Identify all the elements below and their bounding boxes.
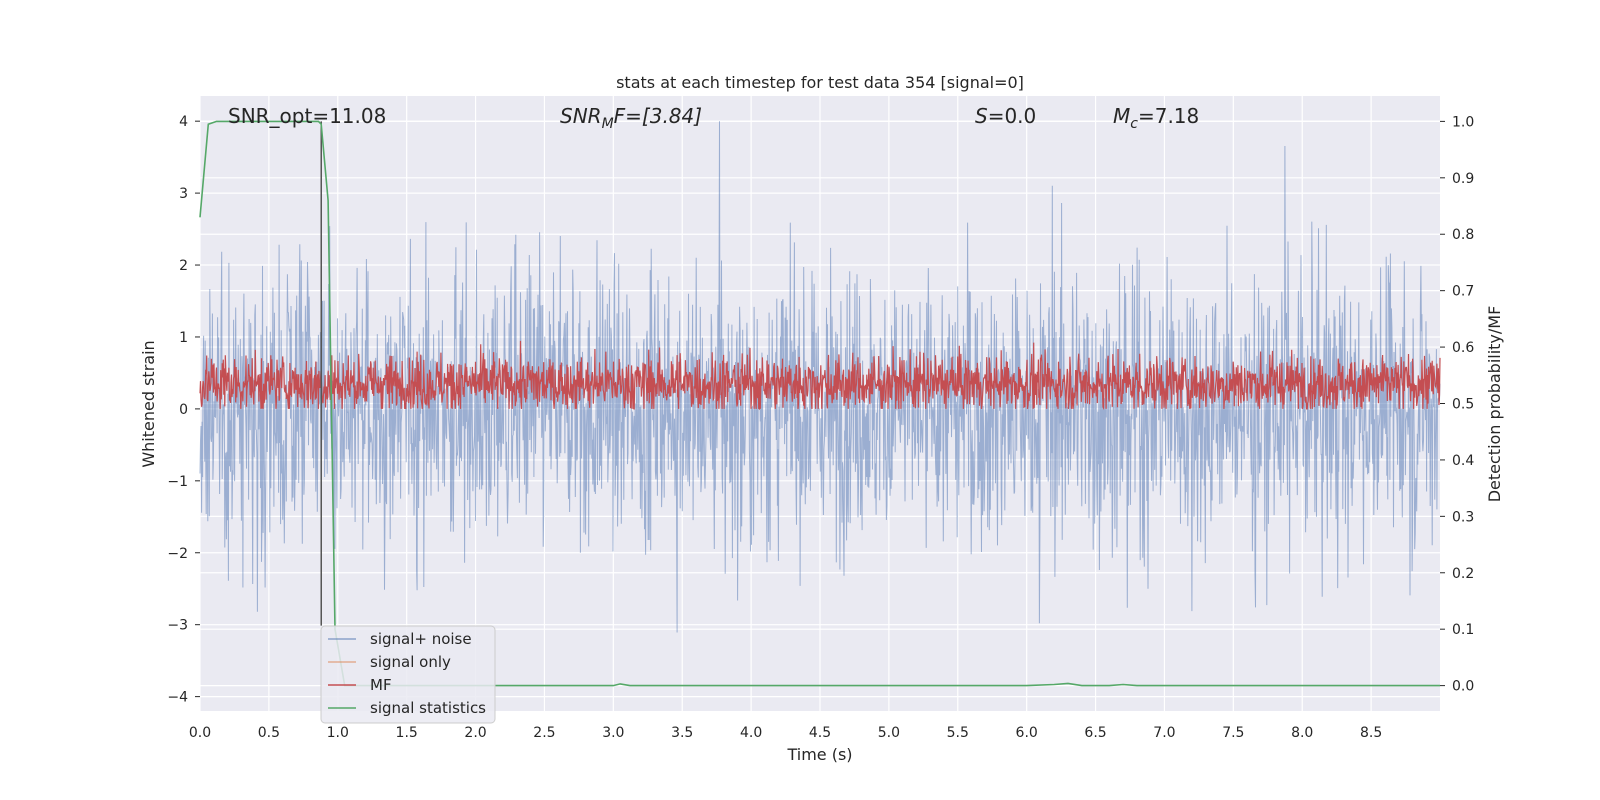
x-tick-label: 2.0 [464, 725, 486, 741]
legend: signal+ noise signal only MF signal stat… [320, 625, 496, 724]
x-tick-label: 7.5 [1222, 725, 1244, 741]
legend-box [320, 625, 496, 724]
x-tick-label: 4.0 [740, 725, 762, 741]
y-axis-right-ticks: 1.0 0.9 0.8 0.7 0.6 0.5 0.4 0.3 0.2 0.1 0.0 [1440, 114, 1474, 695]
x-tick-label: 3.5 [671, 725, 693, 741]
x-tick-label: 8.5 [1360, 725, 1382, 741]
x-axis-title: Time (s) [786, 745, 852, 764]
y-axis-left-ticks: 4 3 2 1 0 −1 −2 −3 −4 [167, 114, 200, 706]
x-tick-label: 7.0 [1153, 725, 1175, 741]
y-axis-left-title: Whitened strain [139, 340, 158, 467]
y-left-tick-label: −1 [167, 474, 188, 490]
signal-statistics-line [199, 120, 1440, 687]
y-left-tick-label: −3 [167, 618, 188, 634]
y-right-tick-label: 0.1 [1452, 622, 1474, 638]
y-right-tick-label: 0.7 [1452, 284, 1474, 300]
signal-statistics-series [199, 120, 1440, 687]
y-right-tick-label: 0.5 [1452, 397, 1474, 413]
annotation-mc: Mc=7.18 [1113, 104, 1199, 132]
signal-noise-series [199, 121, 1441, 633]
x-tick-label: 1.0 [327, 725, 349, 741]
y-left-tick-label: 2 [179, 258, 188, 274]
y-left-tick-label: 3 [179, 186, 188, 202]
y-right-tick-label: 0.0 [1452, 679, 1474, 695]
y-right-tick-label: 0.9 [1452, 171, 1474, 187]
x-tick-label: 1.5 [396, 725, 418, 741]
x-tick-label: 5.0 [878, 725, 900, 741]
mf-line [199, 340, 1441, 411]
y-right-tick-label: 0.4 [1452, 453, 1474, 469]
x-tick-label: 2.5 [533, 725, 555, 741]
y-right-tick-label: 0.6 [1452, 340, 1474, 356]
legend-label-mf: MF [370, 676, 392, 694]
y-left-tick-label: −2 [167, 546, 188, 562]
y-right-tick-label: 0.2 [1452, 566, 1474, 582]
x-tick-label: 6.5 [1084, 725, 1106, 741]
annotation-snr-mf: SNRMF=[3.84] [560, 104, 702, 132]
x-tick-label: 8.0 [1291, 725, 1313, 741]
y-right-tick-label: 0.8 [1452, 227, 1474, 243]
y-left-tick-label: 1 [179, 330, 188, 346]
x-tick-label: 6.0 [1016, 725, 1038, 741]
y-right-tick-label: 0.3 [1452, 509, 1474, 525]
y-axis-right-title: Detection probability/MF [1485, 306, 1504, 503]
y-left-tick-label: −4 [167, 690, 188, 706]
annotation-s: S=0.0 [975, 104, 1036, 128]
grid [199, 96, 1440, 711]
legend-label-signal-noise: signal+ noise [370, 630, 472, 648]
x-tick-label: 4.5 [809, 725, 831, 741]
chart-title: stats at each timestep for test data 354… [616, 73, 1024, 92]
x-tick-label: 3.0 [602, 725, 624, 741]
x-axis-ticks: 0.0 0.5 1.0 1.5 2.0 2.5 3.0 3.5 4.0 4.5 5.0 5.5 6.0 6… [189, 725, 1382, 741]
y-left-tick-label: 4 [179, 114, 188, 130]
y-left-tick-label: 0 [179, 402, 188, 418]
legend-label-signal-statistics: signal statistics [370, 699, 486, 717]
legend-label-signal-only: signal only [370, 653, 451, 671]
y-right-tick-label: 1.0 [1452, 114, 1474, 130]
x-tick-label: 0.5 [258, 725, 280, 741]
x-tick-label: 5.5 [947, 725, 969, 741]
mf-series [199, 340, 1441, 411]
x-tick-label: 0.0 [189, 725, 211, 741]
annotation-snr-opt: SNR_opt=11.08 [228, 104, 386, 128]
signal-noise-line [199, 121, 1441, 633]
